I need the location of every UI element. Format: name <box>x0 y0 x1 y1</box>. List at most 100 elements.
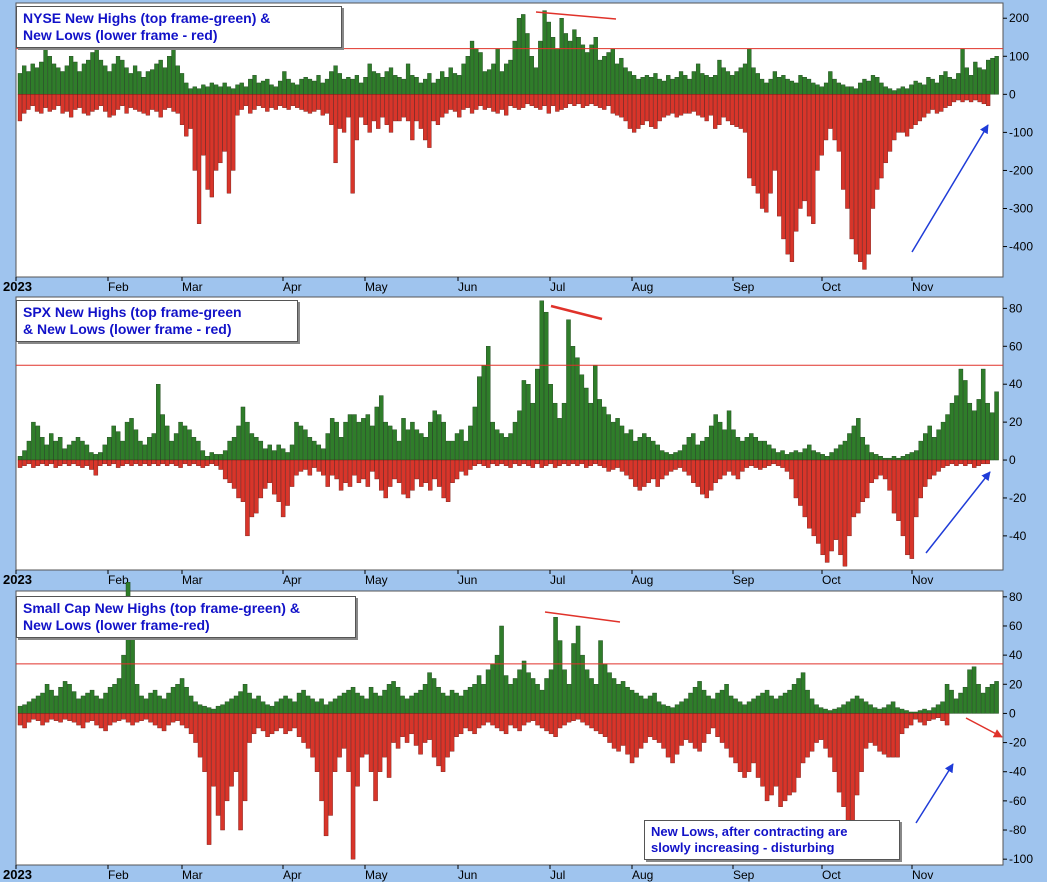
nyse-low-bar <box>717 94 722 125</box>
nyse-low-bar <box>235 94 240 116</box>
nyse-low-bar <box>904 94 910 137</box>
smallcap-low-bar <box>584 713 590 726</box>
nyse-high-bar <box>120 59 125 95</box>
nyse-low-bar <box>713 94 718 129</box>
trend-arrow-red <box>965 717 1003 738</box>
spx-low-bar <box>789 459 794 480</box>
nyse-low-bar <box>879 94 884 179</box>
nyse-low-bar <box>371 94 377 122</box>
smallcap-high-bar <box>926 710 932 714</box>
nyse-high-bar <box>713 75 718 95</box>
smallcap-high-bar <box>116 678 122 714</box>
spx-low-bar <box>75 459 81 466</box>
nyse-high-bar <box>678 71 684 95</box>
spx-low-bar <box>726 459 732 472</box>
spx-high-bar <box>387 425 393 461</box>
nyse-low-bar <box>205 94 210 190</box>
smallcap-low-bar <box>143 713 149 720</box>
nyse-high-bar <box>521 14 526 95</box>
smallcap-high-bar <box>449 689 455 714</box>
spx-high-bar <box>481 365 487 461</box>
nyse-title-line2: New Lows (lower frame - red) <box>23 27 218 43</box>
smallcap-high-bar <box>634 692 639 714</box>
smallcap-low-bar <box>787 713 792 796</box>
smallcap-high-bar <box>913 711 918 714</box>
smallcap-low-bar <box>490 713 495 726</box>
smallcap-low-bar <box>152 713 158 726</box>
smallcap-low-bar <box>328 713 333 816</box>
spx-high-bar <box>138 440 143 461</box>
spx-low-bar <box>307 459 313 476</box>
spx-high-bar <box>222 450 228 461</box>
nyse-low-bar <box>576 94 581 105</box>
spx-low-bar <box>191 459 197 465</box>
smallcap-high-bar <box>904 710 909 714</box>
smallcap-low-bar <box>922 713 927 726</box>
spx-high-bar <box>151 433 157 461</box>
smallcap-low-bar <box>211 713 216 787</box>
smallcap-high-bar <box>674 704 680 714</box>
smallcap-low-bar <box>404 713 410 743</box>
nyse-high-bar <box>849 86 854 95</box>
nyse-high-bar <box>922 84 927 95</box>
smallcap-high-bar <box>809 698 815 714</box>
smallcap-high-bar <box>818 707 824 714</box>
nyse-low-bar <box>290 94 296 106</box>
spx-ytick-label: -40 <box>1009 529 1027 543</box>
nyse-high-bar <box>875 77 880 95</box>
smallcap-low-bar <box>130 713 135 726</box>
spx-month-label: Mar <box>182 573 203 587</box>
spx-high-bar <box>133 429 139 461</box>
spx-low-bar <box>619 459 625 472</box>
nyse-high-bar <box>900 86 905 95</box>
spx-high-bar <box>963 380 968 461</box>
spx-high-bar <box>490 421 495 461</box>
spx-high-bar <box>401 418 406 461</box>
smallcap-low-bar <box>341 713 347 749</box>
smallcap-high-bar <box>922 708 927 714</box>
nyse-high-bar <box>235 84 240 95</box>
nyse-high-bar <box>627 71 632 95</box>
spx-high-bar <box>254 437 259 461</box>
spx-low-bar <box>963 459 968 466</box>
nyse-low-bar <box>320 94 325 116</box>
nyse-low-bar <box>585 94 590 106</box>
nyse-high-bar <box>341 78 347 95</box>
note-line2: slowly increasing - disturbing <box>651 840 835 855</box>
smallcap-low-bar <box>679 713 684 746</box>
spx-high-bar <box>713 414 718 461</box>
smallcap-low-bar <box>791 713 797 793</box>
spx-low-bar <box>89 459 94 470</box>
nyse-high-bar <box>158 59 163 95</box>
spx-low-bar <box>740 459 745 472</box>
spx-low-bar <box>120 459 125 466</box>
smallcap-low-bar <box>503 713 509 735</box>
spx-high-bar <box>989 412 995 461</box>
spx-high-bar <box>856 418 861 461</box>
spx-low-bar <box>610 459 616 470</box>
nyse-high-bar <box>533 67 539 95</box>
nyse-high-bar <box>704 75 709 95</box>
nyse-high-bar <box>585 52 590 95</box>
nyse-low-bar <box>875 94 880 190</box>
spx-high-bar <box>927 425 932 461</box>
smallcap-low-bar <box>494 713 500 729</box>
nyse-high-bar <box>777 77 782 95</box>
smallcap-low-bar <box>746 713 752 772</box>
spx-low-bar <box>878 459 883 476</box>
nyse-month-label: May <box>365 280 388 294</box>
spx-low-bar <box>321 459 326 476</box>
smallcap-low-bar <box>796 713 801 778</box>
smallcap-low-bar <box>206 713 212 845</box>
spx-low-bar <box>708 459 714 491</box>
smallcap-high-bar <box>985 686 990 714</box>
smallcap-low-bar <box>472 713 477 735</box>
nyse-low-bar <box>568 94 573 105</box>
spx-low-bar <box>98 459 103 466</box>
nyse-low-bar <box>380 94 385 118</box>
nyse-low-bar <box>772 94 778 171</box>
nyse-high-bar <box>853 88 859 95</box>
nyse-low-bar <box>265 94 270 112</box>
spx-low-bar <box>967 459 973 465</box>
nyse-low-bar <box>376 94 381 129</box>
